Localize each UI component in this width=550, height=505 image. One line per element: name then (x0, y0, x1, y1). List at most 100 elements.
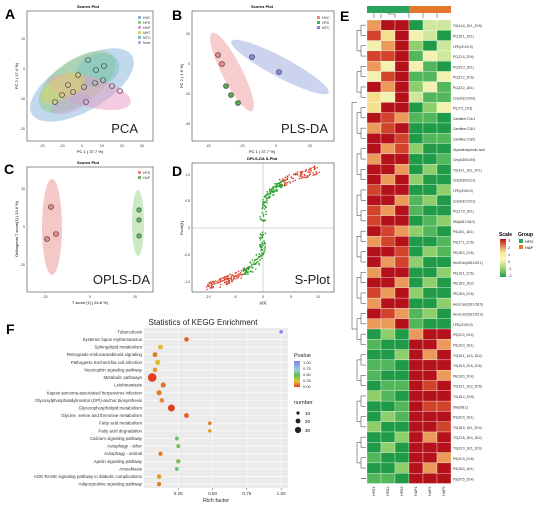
splot-point (306, 176, 308, 179)
heatmap-cell (408, 236, 424, 247)
heatmap-col-label: HAP1 (414, 487, 418, 496)
splot-point (263, 204, 265, 207)
heatmap-cell (436, 153, 452, 165)
heatmap-cell (380, 112, 396, 124)
svg-text:20: 20 (120, 144, 124, 148)
heatmap-cell (380, 205, 396, 216)
heatmap-cell (380, 411, 396, 422)
heatmap-cell (366, 349, 382, 361)
kegg-category-label: Amoebiasis (119, 466, 142, 471)
splot-point (212, 285, 215, 288)
heatmap-cell (380, 133, 396, 144)
heatmap-cell (436, 133, 452, 144)
panel-b-yticks: 20 0 -20 -40 (185, 32, 190, 126)
heatmap-cell (436, 421, 452, 433)
heatmap-scale-legend: Scale 3 2 1 0 -1 -2 Group HFD HAP (499, 232, 534, 278)
heatmap-row-label: PS(20:0_18:1) (453, 416, 474, 420)
splot-point (274, 185, 277, 187)
heatmap-cell (394, 380, 410, 391)
splot-point (216, 282, 219, 284)
heatmap-cell (408, 246, 424, 258)
panel-f-points (147, 330, 283, 487)
heatmap-row-label: Carnitine C18:1 (453, 127, 475, 131)
splot-point (263, 240, 265, 242)
panel-b-xticks: -40 -20 0 20 (205, 144, 312, 148)
splot-point (309, 173, 312, 175)
kegg-point (159, 398, 165, 403)
splot-point (260, 243, 262, 246)
panel-c-method-label: OPLS-DA (93, 272, 150, 287)
heatmap-row-label: TG(16:1_18:2_20:5) (453, 385, 482, 389)
heatmap-cell (422, 184, 438, 196)
heatmap-cell (394, 473, 410, 484)
heatmap-cell (408, 194, 424, 206)
splot-point (269, 190, 271, 192)
heatmap-cell (408, 143, 424, 155)
kegg-xtick-label: 0.75 (242, 491, 251, 496)
splot-point (289, 182, 292, 184)
kegg-category-label: Systemic lupus erythematosus (82, 337, 142, 342)
heatmap-cell (422, 267, 438, 278)
group-bar-hap (409, 6, 451, 13)
panel-c-letter: C (4, 161, 14, 177)
panel-c: C Scores Plot HFD HAP OPLS-DA -20 0 20 20… (4, 160, 154, 305)
splot-point (225, 278, 227, 281)
splot-point (210, 284, 212, 287)
splot-point (265, 194, 267, 197)
splot-point (268, 197, 270, 199)
splot-point (269, 192, 272, 194)
heatmap-cell (436, 473, 452, 484)
heatmap-cell (422, 236, 438, 247)
panel-c-ellipse-1 (42, 179, 62, 275)
splot-point (261, 245, 263, 248)
heatmap-col-label: HFD1 (372, 487, 376, 496)
splot-point (310, 167, 312, 170)
svg-text:30: 30 (305, 428, 311, 433)
splot-point (249, 261, 252, 264)
heatmap-row-label: PS(22:0_20:4) (453, 333, 474, 337)
kegg-point (156, 482, 162, 487)
splot-point (259, 259, 261, 261)
heatmap-cell (394, 112, 410, 124)
heatmap-cell (394, 133, 410, 144)
heatmap-cell (380, 225, 396, 237)
heatmap-cell (436, 61, 452, 72)
number-swatch-20 (295, 418, 301, 424)
splot-point (206, 288, 208, 291)
heatmap-cell (394, 153, 410, 165)
heatmap-cell (366, 71, 382, 82)
splot-point (299, 172, 302, 174)
splot-point (226, 278, 229, 280)
kegg-point (158, 344, 163, 350)
splot-point (250, 270, 252, 273)
heatmap-cell (408, 380, 424, 391)
panel-d-letter: D (172, 163, 182, 179)
heatmap-cell (366, 91, 382, 103)
number-swatch-30 (294, 426, 302, 434)
panel-f-title: Statistics of KEGG Enrichment (149, 318, 259, 327)
heatmap-cell (366, 215, 382, 227)
svg-text:0: 0 (23, 67, 25, 71)
splot-point (263, 208, 266, 210)
heatmap-cell (366, 19, 382, 31)
heatmap-row-label: TG(22:6_18:0_18:2) (453, 436, 482, 440)
splot-point (242, 269, 245, 271)
splot-point (252, 263, 255, 266)
heatmap-cell (408, 390, 424, 402)
heatmap-cell (366, 318, 382, 330)
heatmap-cell (366, 390, 382, 402)
heatmap-cell (422, 71, 438, 82)
heatmap-cell (394, 287, 410, 299)
number-title: number (294, 400, 313, 406)
splot-point (254, 258, 257, 261)
splot-point (281, 178, 284, 180)
heatmap-cell (436, 225, 452, 237)
splot-point (223, 276, 225, 279)
heatmap-cell (380, 431, 396, 443)
svg-text:0: 0 (262, 295, 264, 299)
splot-point (217, 280, 219, 282)
heatmap-cell (394, 50, 410, 62)
splot-point (242, 273, 245, 276)
heatmap-cell (380, 297, 396, 309)
heatmap-cell (436, 328, 452, 340)
